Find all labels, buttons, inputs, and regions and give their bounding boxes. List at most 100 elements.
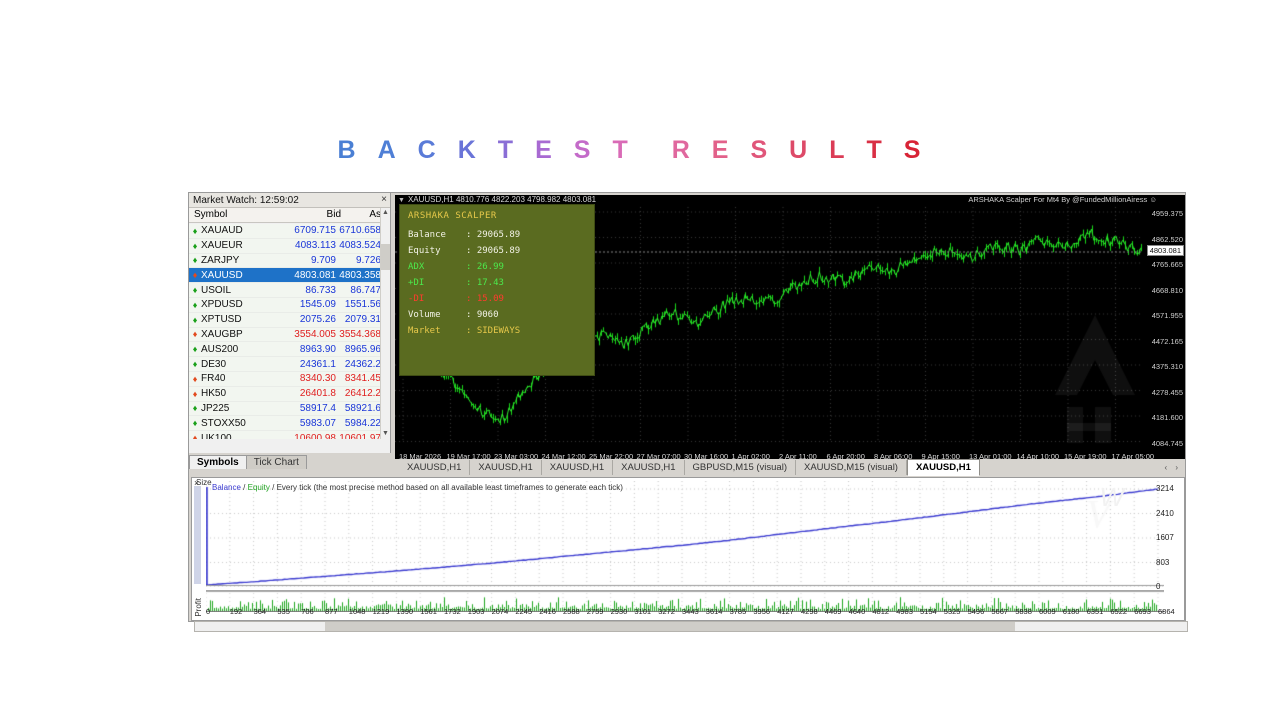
close-icon[interactable]: × bbox=[381, 194, 387, 205]
ea-row-value: 17.43 bbox=[476, 278, 504, 288]
column-header-ask[interactable]: Ask bbox=[369, 209, 386, 220]
chart-tab-list[interactable]: XAUUSD,H1 XAUUSD,H1 XAUUSD,H1 XAUUSD,H1 GBPU… bbox=[399, 458, 980, 476]
ask-price: 26412.2 bbox=[344, 388, 381, 400]
scrollbar-thumb[interactable] bbox=[381, 244, 390, 270]
equity-x-label: 3443 bbox=[682, 607, 699, 616]
market-watch-row[interactable]: ♦ UK100 10600.98 10601.97 bbox=[189, 431, 383, 439]
arrow-up-icon: ♦ bbox=[192, 344, 198, 355]
ea-row-separator: : bbox=[466, 230, 477, 240]
ea-panel-rows: Balance: 29065.89 Equity: 29065.89 ADX: 26… bbox=[408, 230, 594, 336]
scroll-up-icon[interactable]: ▲ bbox=[382, 209, 389, 216]
column-header-bid[interactable]: Bid bbox=[326, 209, 341, 220]
chart-tab[interactable]: XAUUSD,H1 bbox=[470, 459, 542, 475]
price-axis-label: 4472.165 bbox=[1151, 336, 1183, 346]
time-axis-label: 2 Apr 11:00 bbox=[779, 452, 817, 461]
equity-x-label: 3956 bbox=[753, 607, 771, 616]
arrow-up-icon: ♦ bbox=[192, 359, 198, 370]
market-watch-row[interactable]: ♦ USOIL 86.733 86.747 bbox=[189, 283, 383, 298]
equity-x-label: 1219 bbox=[372, 607, 390, 616]
chart-tab[interactable]: XAUUSD,H1 bbox=[542, 459, 614, 475]
backtest-report-panel: × W Balance / Equity / Every tick (the m… bbox=[191, 477, 1188, 632]
price-axis-label: 4084.745 bbox=[1151, 438, 1183, 448]
symbol-name: HK50 bbox=[201, 388, 227, 400]
symbol-name: XAUAUD bbox=[201, 225, 243, 237]
column-header-symbol[interactable]: Symbol bbox=[194, 209, 228, 220]
equity-x-label: 4983 bbox=[896, 607, 913, 616]
ea-row-key: +DI bbox=[408, 278, 425, 288]
chart-tabs-bar[interactable]: XAUUSD,H1 XAUUSD,H1 XAUUSD,H1 XAUUSD,H1 GBPU… bbox=[395, 458, 1185, 476]
market-watch-scrollbar[interactable]: ▲ ▼ bbox=[380, 208, 390, 439]
chart-tab[interactable]: XAUUSD,H1 bbox=[399, 459, 471, 475]
arrow-up-icon: ♦ bbox=[192, 255, 198, 266]
ask-price: 24362.2 bbox=[344, 358, 381, 370]
ea-row-separator: : bbox=[466, 262, 477, 272]
market-watch-row[interactable]: ♦ AUS200 8963.90 8965.96 bbox=[189, 342, 383, 358]
market-watch-tab-tick-chart[interactable]: Tick Chart bbox=[245, 455, 307, 469]
market-watch-row[interactable]: ♦ STOXX50 5983.07 5984.22 bbox=[189, 416, 383, 432]
market-watch-tab-symbols[interactable]: Symbols bbox=[189, 455, 247, 469]
market-watch-tabs[interactable]: Symbols Tick Chart bbox=[189, 453, 391, 469]
market-watch-row[interactable]: ♦ ZARJPY 9.709 9.726 bbox=[189, 253, 383, 269]
chart-tab[interactable]: XAUUSD,M15 (visual) bbox=[796, 459, 907, 475]
report-horizontal-scrollbar[interactable] bbox=[194, 621, 1188, 632]
report-close-icon[interactable]: × bbox=[194, 478, 200, 488]
equity-x-label: 5496 bbox=[967, 607, 985, 616]
ea-panel-row: Balance: 29065.89 bbox=[408, 230, 594, 240]
legend-balance: Balance bbox=[212, 483, 241, 492]
report-hscroll-thumb[interactable] bbox=[325, 622, 1015, 631]
chart-tab[interactable]: XAUUSD,H1 bbox=[613, 459, 685, 475]
chart-tab[interactable]: GBPUSD,M15 (visual) bbox=[685, 459, 796, 475]
report-side-label: Profit bbox=[194, 598, 203, 617]
equity-x-label: 535 bbox=[277, 607, 290, 616]
market-watch-title: Market Watch: 12:59:02 bbox=[193, 195, 299, 206]
market-watch-rows[interactable]: ♦ XAUAUD 6709.715 6710.658 ♦ XAUEUR 4083.113 40… bbox=[189, 224, 383, 439]
bid-price: 4803.081 bbox=[294, 269, 336, 281]
legend-sep-1: / bbox=[243, 483, 246, 492]
equity-x-label: 4469 bbox=[824, 607, 842, 616]
equity-x-label: 0 bbox=[206, 607, 211, 616]
market-watch-row[interactable]: ♦ HK50 26401.8 26412.2 bbox=[189, 386, 383, 402]
equity-x-label: 6864 bbox=[1158, 607, 1175, 616]
time-axis: 18 Mar 2026 19 Mar 17:00 23 Mar 03:00 24 Ma… bbox=[395, 452, 1155, 463]
market-watch-row[interactable]: ♦ XAUEUR 4083.113 4083.524 bbox=[189, 238, 383, 254]
ea-row-separator: : bbox=[466, 278, 477, 288]
ask-price: 2079.31 bbox=[344, 314, 381, 326]
equity-x-label: 2759 bbox=[586, 607, 604, 616]
market-watch-row[interactable]: ♦ JP225 58917.4 58921.6 bbox=[189, 401, 383, 417]
chevron-down-icon[interactable]: ▼ bbox=[398, 197, 405, 204]
market-watch-row[interactable]: ♦ XAUUSD 4803.081 4803.358 bbox=[189, 268, 383, 284]
report-watermark: W bbox=[1099, 482, 1124, 512]
bid-price: 10600.98 bbox=[294, 432, 336, 439]
market-watch-row[interactable]: ♦ DE30 24361.1 24362.2 bbox=[189, 357, 383, 372]
market-watch-row[interactable]: ♦ XAUAUD 6709.715 6710.658 bbox=[189, 224, 383, 239]
market-watch-row[interactable]: ♦ XPTUSD 2075.26 2079.31 bbox=[189, 312, 383, 328]
report-vertical-scrollbar[interactable] bbox=[194, 486, 201, 584]
symbol-name: XAUEUR bbox=[201, 240, 243, 252]
symbol-name: FR40 bbox=[201, 373, 226, 385]
equity-x-label: 706 bbox=[301, 607, 314, 616]
market-watch-row[interactable]: ♦ XAUGBP 3554.005 3554.368 bbox=[189, 327, 383, 343]
mt4-terminal-window: Market Watch: 12:59:02 × Symbol Bid Ask … bbox=[188, 192, 1188, 632]
equity-x-label: 2416 bbox=[539, 607, 556, 616]
arrow-up-icon: ♦ bbox=[192, 314, 198, 325]
market-watch-row[interactable]: ♦ XPDUSD 1545.09 1551.56 bbox=[189, 297, 383, 313]
ask-price: 10601.97 bbox=[339, 432, 381, 439]
bid-price: 9.709 bbox=[310, 254, 336, 266]
report-legend: Balance / Equity / Every tick (the most … bbox=[212, 483, 623, 492]
bid-price: 24361.1 bbox=[299, 358, 336, 370]
market-watch-row[interactable]: ♦ FR40 8340.30 8341.45 bbox=[189, 371, 383, 387]
chart-tab[interactable]: XAUUSD,H1 bbox=[906, 458, 980, 476]
market-watch-titlebar: Market Watch: 12:59:02 × bbox=[189, 193, 390, 208]
tab-nav-arrows[interactable]: ‹ › bbox=[1164, 462, 1181, 472]
bid-price: 8963.90 bbox=[299, 343, 336, 355]
time-axis-label: 1 Apr 02:00 bbox=[731, 452, 770, 461]
equity-x-axis: 0 192 364 535 706 877 1048 1219 1390 1561 1732 1903… bbox=[206, 607, 1175, 618]
chart-header-ohlc: ▼ XAUUSD,H1 4810.776 4822.203 4798.982 48… bbox=[395, 195, 1185, 207]
bid-price: 86.733 bbox=[305, 284, 336, 296]
ea-row-separator: : bbox=[466, 326, 477, 336]
equity-y-label: 2410 bbox=[1156, 508, 1174, 518]
equity-y-label: 803 bbox=[1156, 557, 1170, 567]
current-price-label: 4803.081 bbox=[1146, 245, 1184, 256]
scroll-down-icon[interactable]: ▼ bbox=[382, 430, 389, 437]
size-label: Size bbox=[196, 478, 212, 487]
